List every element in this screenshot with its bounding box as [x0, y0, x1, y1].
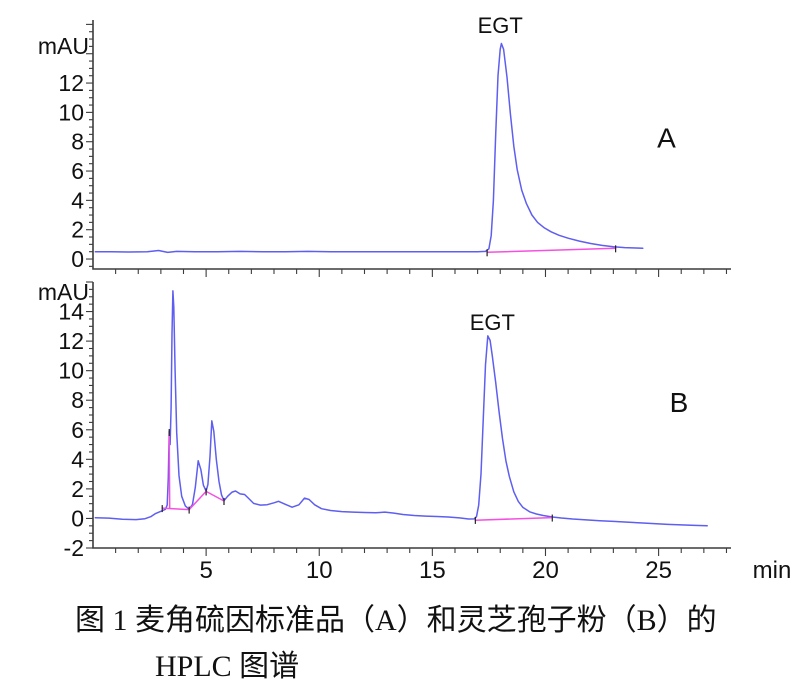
y-tick-label: 0 [71, 246, 84, 272]
figure-caption: 图 1 麦角硫因标准品（A）和灵芝孢子粉（B）的 HPLC 图谱 [0, 598, 805, 689]
y-tick-label: 6 [71, 158, 84, 184]
peak-annotation: EGT [470, 310, 515, 335]
y-tick-label: 4 [71, 446, 84, 472]
caption-line-2: HPLC 图谱 [155, 650, 300, 683]
hplc-chromatogram-chart: 0 2 4 6 8 10 12 mAU EGT A -2 0 2 4 6 8 10 12 14 5 10 15 20 25 mA… [38, 13, 791, 584]
y-tick-label: 0 [71, 505, 84, 531]
y-tick-label: 14 [58, 299, 84, 325]
integration-baseline [486, 247, 617, 254]
panel-a: 0 2 4 6 8 10 12 mAU EGT A [38, 13, 731, 277]
x-tick-label: 20 [532, 557, 559, 584]
y-tick-label: -2 [64, 535, 84, 561]
panel-label: A [657, 123, 676, 154]
peak-annotation: EGT [478, 13, 523, 38]
y-tick-label: 12 [58, 328, 84, 354]
y-tick-label: 6 [71, 417, 84, 443]
y-tick-label: 4 [71, 187, 84, 213]
x-axis-title: min [753, 557, 792, 584]
x-tick-label: 10 [306, 557, 333, 584]
y-tick-label: 2 [71, 476, 84, 502]
y-tick-label: 2 [71, 217, 84, 243]
chromatogram [94, 290, 708, 527]
integration-baseline [161, 490, 225, 511]
chromatogram [94, 42, 644, 254]
x-tick-label: 15 [419, 557, 446, 584]
x-tick-label: 25 [645, 557, 672, 584]
y-tick-label: 10 [58, 99, 84, 125]
panel-b: -2 0 2 4 6 8 10 12 14 5 10 15 20 25 mAU min EGT B [38, 279, 791, 584]
y-axis-title: mAU [38, 279, 89, 305]
y-tick-label: 12 [58, 70, 84, 96]
y-tick-label: 8 [71, 129, 84, 155]
integration-baseline [168, 432, 171, 509]
panel-label: B [670, 387, 689, 418]
caption-line-1: 图 1 麦角硫因标准品（A）和灵芝孢子粉（B）的 [75, 604, 717, 637]
integration-baseline [474, 516, 554, 521]
y-tick-label: 10 [58, 358, 84, 384]
y-axis-title: mAU [38, 33, 89, 59]
x-tick-label: 5 [199, 557, 212, 584]
y-tick-label: 8 [71, 387, 84, 413]
axis-frame [92, 20, 731, 270]
